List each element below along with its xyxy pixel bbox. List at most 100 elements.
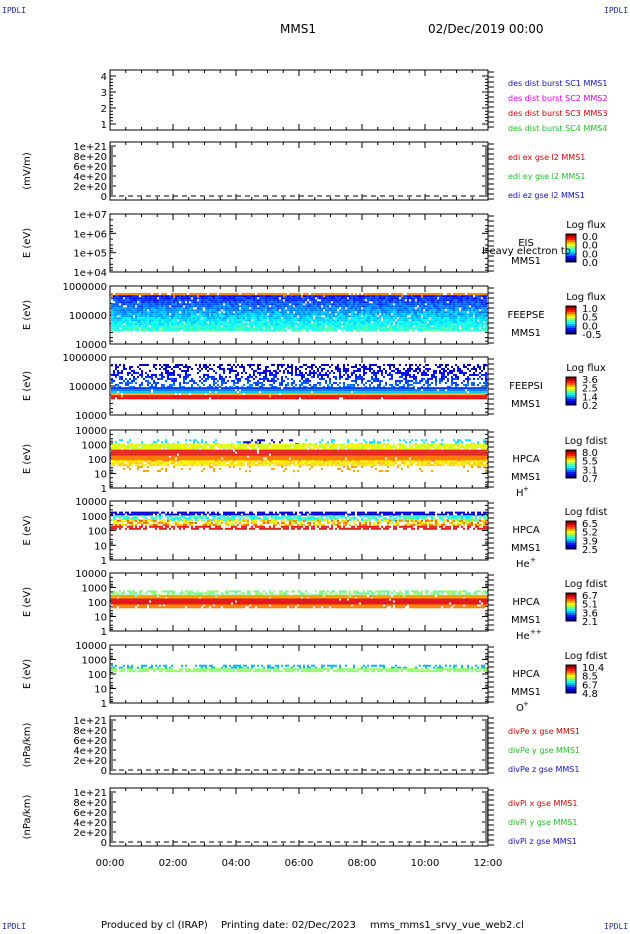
spectrogram-cell <box>131 303 133 306</box>
spectrogram-cell <box>143 363 145 366</box>
spectrogram-cell <box>185 303 187 306</box>
spectrogram-cell <box>301 365 303 368</box>
spectrogram-cell <box>263 297 265 300</box>
spectrogram-cell <box>229 327 231 330</box>
spectrogram-cell <box>419 329 421 332</box>
spectrogram-cell <box>297 329 299 332</box>
spectrogram-cell <box>475 367 477 370</box>
spectrogram-cell <box>451 313 453 316</box>
spectrogram-cell <box>273 381 275 384</box>
spectrogram-cell <box>199 329 201 332</box>
spectrogram-cell <box>305 297 307 300</box>
spectrogram-cell <box>127 311 129 314</box>
spectrogram-cell <box>273 321 275 324</box>
spectrogram-cell <box>133 307 135 310</box>
spectrogram-cell <box>349 321 351 324</box>
spectrogram-cell <box>467 299 469 302</box>
spectrogram-cell <box>389 299 391 302</box>
spectrogram-cell <box>451 295 453 298</box>
spectrogram-cell <box>485 323 487 326</box>
spectrogram-cell <box>475 369 477 372</box>
spectrogram-cell <box>275 305 277 308</box>
spectrogram-cell <box>429 301 431 304</box>
spectrogram-cell <box>227 315 229 318</box>
spectrogram-cell <box>255 315 257 318</box>
spectrogram-cell <box>283 294 285 297</box>
spectrogram-cell <box>209 325 211 328</box>
spectrogram-cell <box>459 329 461 332</box>
spectrogram-cell <box>471 321 473 324</box>
spectrogram-cell <box>171 292 173 295</box>
spectrogram-cell <box>263 295 265 298</box>
spectrogram-cell <box>341 292 343 295</box>
spectrogram-cell <box>261 305 263 308</box>
spectrogram-cell <box>199 365 201 368</box>
spectrogram-cell <box>323 329 325 332</box>
spectrogram-cell <box>429 297 431 300</box>
spectrogram-cell <box>123 327 125 330</box>
spectrogram-cell <box>271 305 273 308</box>
spectrogram-cell <box>171 367 173 370</box>
spectrogram-cell <box>407 301 409 304</box>
spectrogram-cell <box>445 363 447 366</box>
spectrogram-cell <box>437 309 439 312</box>
spectrogram-cell <box>477 363 479 366</box>
spectrogram-cell <box>113 311 115 314</box>
spectrogram-cell <box>113 323 115 326</box>
spectrogram-cell <box>199 363 201 366</box>
spectrogram-cell <box>169 309 171 312</box>
spectrogram-cell <box>439 363 441 366</box>
spectrogram-cell <box>413 377 415 380</box>
spectrogram-cell <box>163 295 165 298</box>
spectrogram-cell <box>475 323 477 326</box>
spectrogram-cell <box>269 319 271 322</box>
spectrogram-cell <box>199 313 201 316</box>
spectrogram-cell <box>285 315 287 318</box>
spectrogram-cell <box>303 297 305 300</box>
spectrogram-cell <box>339 313 341 316</box>
spectrogram-cell <box>167 309 169 312</box>
spectrogram-cell <box>417 292 419 295</box>
spectrogram-cell <box>397 315 399 318</box>
spectrogram-cell <box>463 299 465 302</box>
spectrogram-cell <box>359 305 361 308</box>
spectrogram-cell <box>313 311 315 314</box>
spectrogram-cell <box>457 365 459 368</box>
spectrogram-cell <box>337 292 339 295</box>
spectrogram-cell <box>149 309 151 312</box>
spectrogram-cell <box>195 311 197 314</box>
spectrogram-cell <box>323 294 325 297</box>
spectrogram-cell <box>263 329 265 332</box>
spectrogram-cell <box>253 323 255 326</box>
spectrogram-cell <box>163 327 165 330</box>
spectrogram-cell <box>305 323 307 326</box>
spectrogram-cell <box>319 303 321 306</box>
spectrogram-cell <box>465 295 467 298</box>
spectrogram-cell <box>327 299 329 302</box>
spectrogram-cell <box>307 305 309 308</box>
spectrogram-cell <box>361 379 363 382</box>
spectrogram-cell <box>127 307 129 310</box>
spectrogram-cell <box>119 311 121 314</box>
spectrogram-cell <box>293 323 295 326</box>
spectrogram-cell <box>477 365 479 368</box>
spectrogram-cell <box>429 299 431 302</box>
spectrogram-cell <box>299 297 301 300</box>
spectrogram-cell <box>275 373 277 376</box>
spectrogram-cell <box>465 317 467 320</box>
spectrogram-cell <box>329 325 331 328</box>
spectrogram-cell <box>485 315 487 318</box>
spectrogram-cell <box>425 301 427 304</box>
spectrogram-cell <box>293 292 295 295</box>
spectrogram-cell <box>219 319 221 322</box>
spectrogram-cell <box>413 323 415 326</box>
spectrogram-cell <box>245 313 247 316</box>
spectrogram-cell <box>339 292 341 295</box>
spectrogram-cell <box>457 305 459 308</box>
colorbar-cell <box>566 312 576 315</box>
spectrogram-cell <box>485 325 487 328</box>
spectrogram-cell <box>261 325 263 328</box>
spectrogram-cell <box>173 369 175 372</box>
spectrogram-cell <box>375 297 377 300</box>
spectrogram-cell <box>165 363 167 366</box>
